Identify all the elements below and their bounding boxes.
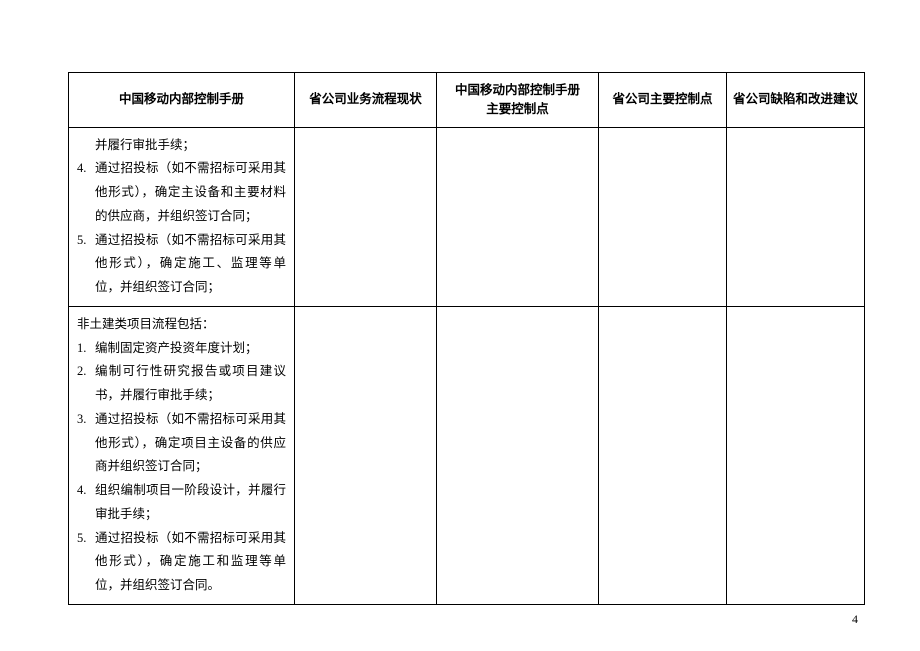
item-text: 编制固定资产投资年度计划； [95, 337, 286, 361]
header-col-5: 省公司缺陷和改进建议 [727, 73, 865, 128]
page-container: 中国移动内部控制手册 省公司业务流程现状 中国移动内部控制手册 主要控制点 省公… [0, 0, 920, 651]
cell-r1-c5 [727, 127, 865, 306]
item-number: 3. [77, 408, 95, 432]
header-col-2: 省公司业务流程现状 [295, 73, 437, 128]
lead-text: 非土建类项目流程包括： [77, 313, 286, 337]
cell-r1-c1: 并履行审批手续； 4. 通过招投标（如不需招标可采用其他形式），确定主设备和主要… [69, 127, 295, 306]
item-number: 4. [77, 157, 95, 181]
header-col-3: 中国移动内部控制手册 主要控制点 [437, 73, 599, 128]
header-col-1: 中国移动内部控制手册 [69, 73, 295, 128]
item-text: 通过招投标（如不需招标可采用其他形式），确定项目主设备的供应商并组织签订合同； [95, 408, 286, 479]
item-number: 5. [77, 229, 95, 253]
list-item: 5. 通过招投标（如不需招标可采用其他形式），确定施工、监理等单位，并组织签订合… [77, 229, 286, 300]
table-row: 并履行审批手续； 4. 通过招投标（如不需招标可采用其他形式），确定主设备和主要… [69, 127, 865, 306]
list-item: 2. 编制可行性研究报告或项目建议书，并履行审批手续； [77, 360, 286, 408]
item-number: 1. [77, 337, 95, 361]
header-col-4: 省公司主要控制点 [599, 73, 727, 128]
cell-r2-c1: 非土建类项目流程包括： 1. 编制固定资产投资年度计划； 2. 编制可行性研究报… [69, 306, 295, 604]
list-item: 1. 编制固定资产投资年度计划； [77, 337, 286, 361]
item-number: 4. [77, 479, 95, 503]
item-text: 通过招投标（如不需招标可采用其他形式），确定施工和监理等单位，并组织签订合同。 [95, 527, 286, 598]
list-item: 3. 通过招投标（如不需招标可采用其他形式），确定项目主设备的供应商并组织签订合… [77, 408, 286, 479]
page-number: 4 [852, 612, 858, 627]
cell-r2-c3 [437, 306, 599, 604]
cell-r2-c4 [599, 306, 727, 604]
item-number: 5. [77, 527, 95, 551]
cell-r1-c4 [599, 127, 727, 306]
cell-r2-c5 [727, 306, 865, 604]
cell-r1-c2 [295, 127, 437, 306]
list-item: 4. 通过招投标（如不需招标可采用其他形式），确定主设备和主要材料的供应商，并组… [77, 157, 286, 228]
item-text: 通过招投标（如不需招标可采用其他形式），确定施工、监理等单位，并组织签订合同； [95, 229, 286, 300]
item-text: 编制可行性研究报告或项目建议书，并履行审批手续； [95, 360, 286, 408]
cell-r2-c2 [295, 306, 437, 604]
list-item: 4. 组织编制项目一阶段设计，并履行审批手续； [77, 479, 286, 527]
table-row: 非土建类项目流程包括： 1. 编制固定资产投资年度计划； 2. 编制可行性研究报… [69, 306, 865, 604]
control-table: 中国移动内部控制手册 省公司业务流程现状 中国移动内部控制手册 主要控制点 省公… [68, 72, 865, 605]
list-item: 5. 通过招投标（如不需招标可采用其他形式），确定施工和监理等单位，并组织签订合… [77, 527, 286, 598]
table-header-row: 中国移动内部控制手册 省公司业务流程现状 中国移动内部控制手册 主要控制点 省公… [69, 73, 865, 128]
item-number: 2. [77, 360, 95, 384]
continuation-text: 并履行审批手续； [77, 134, 286, 158]
item-text: 组织编制项目一阶段设计，并履行审批手续； [95, 479, 286, 527]
cell-r1-c3 [437, 127, 599, 306]
item-text: 通过招投标（如不需招标可采用其他形式），确定主设备和主要材料的供应商，并组织签订… [95, 157, 286, 228]
